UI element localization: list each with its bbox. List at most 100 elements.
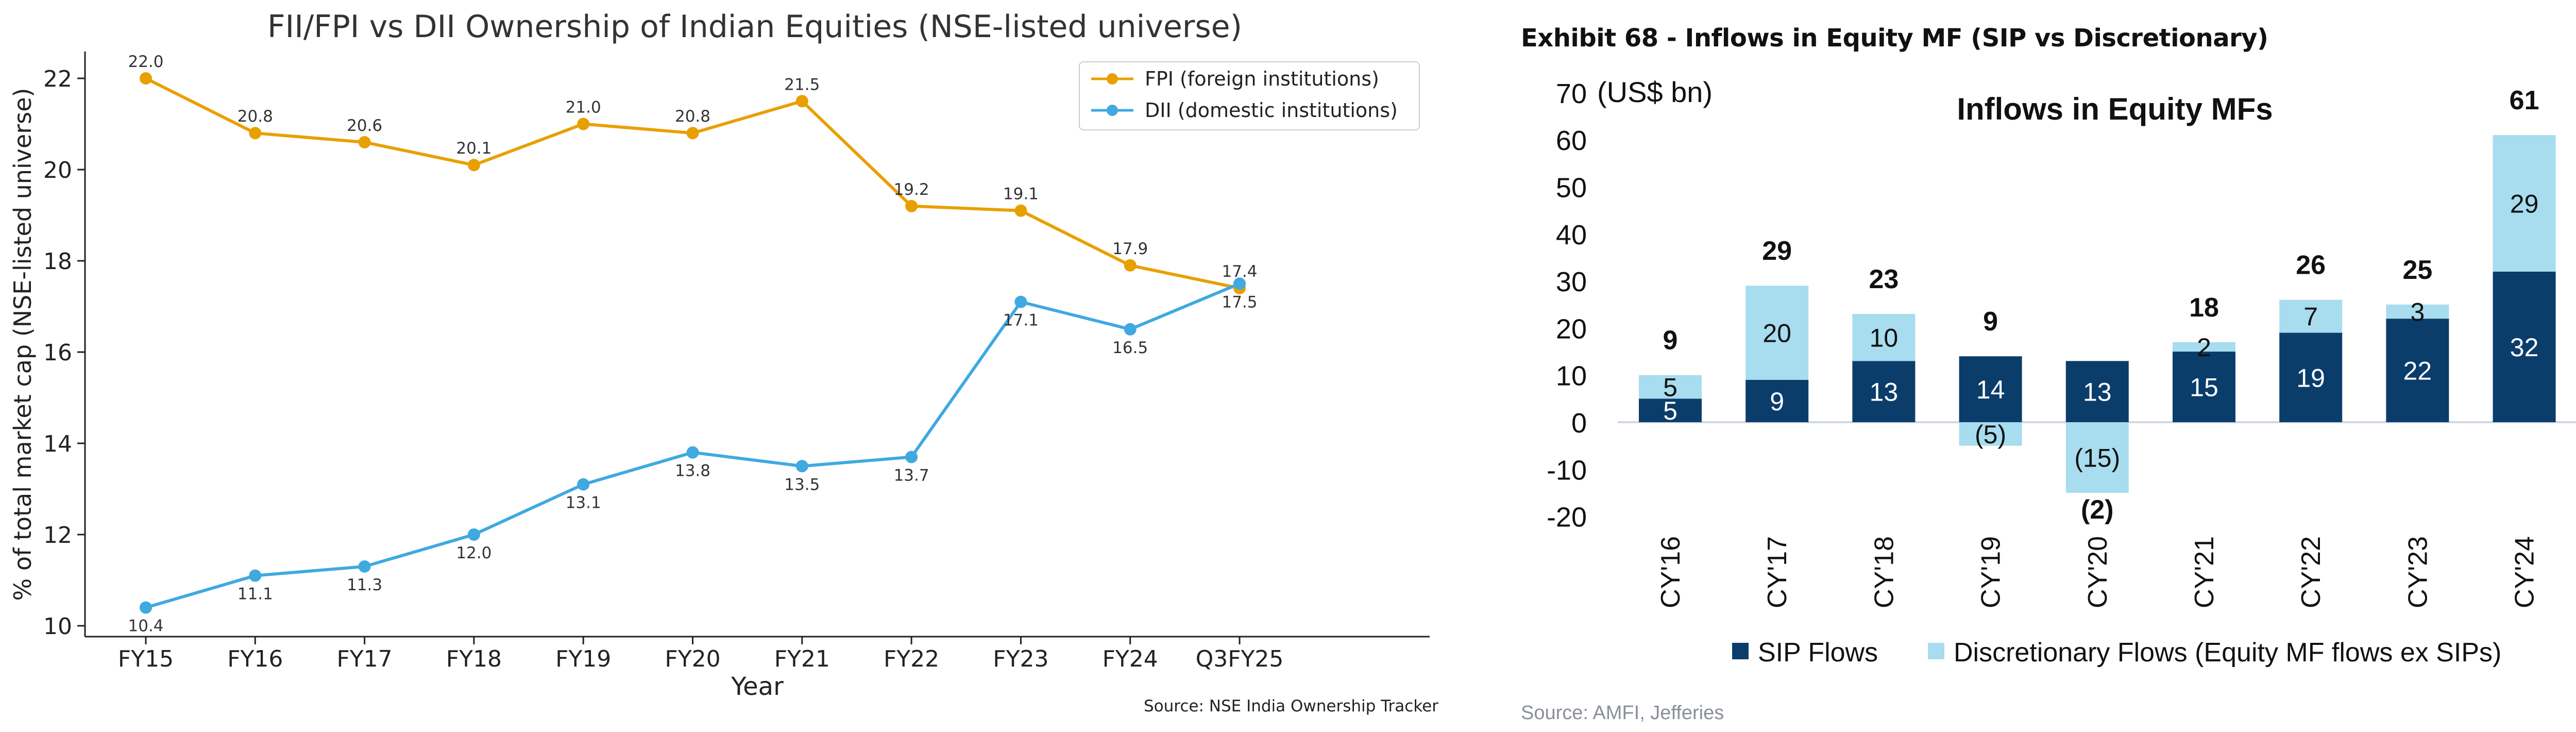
sip-value-label: 14 [1976,375,2005,404]
y-tick-label: -10 [1547,455,1587,486]
y-tick-label: 30 [1556,267,1587,297]
dii-point [358,560,371,573]
y-tick-label: 20 [1556,313,1587,344]
fpi-data-label: 19.2 [894,180,929,199]
legend-box [1079,61,1420,130]
dii-data-label: 17.1 [1003,311,1039,330]
total-value-label: 29 [1762,236,1792,266]
fpi-data-label: 20.6 [347,117,382,135]
sip-value-label: 32 [2510,333,2539,362]
unit-label: (US$ bn) [1597,76,1713,108]
dii-point [1233,277,1246,290]
x-category-label: CY'18 [1869,536,1899,608]
dii-data-label: 13.5 [784,475,820,494]
legend-sip-label: SIP Flows [1758,638,1878,668]
x-tick-label: FY21 [774,646,830,672]
discretionary-bar [1639,375,1702,399]
dii-data-label: 13.1 [566,494,601,512]
fpi-point [577,118,590,130]
dii-data-label: 11.1 [238,585,273,604]
dii-data-label: 16.5 [1112,339,1148,357]
discretionary-bar [1852,314,1916,361]
discretionary-value-label: 2 [2197,333,2211,362]
total-value-label: 9 [1663,326,1678,356]
x-tick-label: FY22 [884,646,939,672]
x-axis-label: Year [731,672,784,701]
equity-mf-inflows-bar-chart: Inflows in Equity MFs (US$ bn) 706050403… [1547,76,2576,668]
dii-point [249,569,262,582]
dii-point [140,601,152,614]
dii-point [467,528,480,541]
y-tick-label: 18 [43,248,72,275]
y-tick-label: 10 [1556,361,1587,392]
fpi-point [905,199,918,212]
x-category-label: CY'23 [2403,536,2433,608]
fpi-data-label: 22.0 [128,53,163,71]
total-value-label: 25 [2402,255,2432,285]
x-category-label: CY'21 [2190,536,2219,608]
y-axis-label: % of total market cap (NSE-listed univer… [9,88,37,601]
fpi-point [1124,259,1137,272]
sip-bar [1959,356,2022,422]
x-tick-label: FY23 [993,646,1048,672]
legend-dii-label: DII (domestic institutions) [1145,99,1398,122]
x-tick-label: FY24 [1103,646,1158,672]
left-source-note: Source: NSE India Ownership Tracker [1144,697,1439,716]
discretionary-bar [2493,135,2556,272]
dii-point [577,478,590,491]
y-tick-label: 14 [43,431,72,457]
sip-bar [1745,379,1809,422]
ownership-line-chart: FII/FPI vs DII Ownership of Indian Equit… [9,9,1430,701]
total-value-label: 23 [1869,264,1899,294]
total-value-label: 18 [2189,293,2219,323]
discretionary-bar [1959,422,2022,446]
sip-bar [2386,319,2449,422]
fpi-data-label: 17.9 [1112,240,1148,258]
discretionary-value-label: (15) [2074,443,2120,472]
sip-bar [2493,271,2556,422]
dii-data-label: 10.4 [128,617,163,636]
x-tick-label: FY19 [555,646,611,672]
dii-data-label: 17.5 [1222,293,1257,311]
x-category-label: CY'19 [1976,536,2006,608]
sip-value-label: 13 [1870,378,1899,407]
sip-value-label: 19 [2296,363,2325,392]
right-source-note: Source: AMFI, Jefferies [1521,702,1724,724]
bar-legend: SIP Flows Discretionary Flows (Equity MF… [1732,638,2501,668]
y-tick-label: 10 [43,613,72,640]
discretionary-bar [2279,300,2343,333]
y-tick-label: 16 [43,340,72,366]
legend-sip-swatch [1732,643,1749,659]
exhibit-title: Exhibit 68 - Inflows in Equity MF (SIP v… [1521,24,2268,53]
bar-chart-title: Inflows in Equity MFs [1957,92,2273,126]
discretionary-value-label: 20 [1762,319,1791,348]
discretionary-bar [2386,304,2449,319]
sip-value-label: 5 [1663,396,1677,425]
x-tick-label: FY17 [337,646,393,672]
y-tick-label: 22 [43,66,72,92]
sip-value-label: 22 [2403,357,2432,386]
discretionary-bar [2173,342,2235,352]
fpi-data-label: 20.8 [238,107,273,126]
dii-data-label: 11.3 [347,576,382,594]
y-tick-label: -20 [1547,502,1587,533]
sip-value-label: 9 [1770,387,1784,416]
total-value-label: 9 [1983,307,1998,337]
fpi-data-label: 19.1 [1003,185,1039,204]
dii-point [905,451,918,463]
total-value-label: 26 [2296,251,2326,280]
chart-title: FII/FPI vs DII Ownership of Indian Equit… [267,9,1242,45]
sip-bar [2279,332,2343,422]
y-tick-label: 20 [43,157,72,184]
fpi-data-label: 20.8 [675,107,710,126]
x-category-label: CY'16 [1656,536,1686,608]
x-tick-label: Q3FY25 [1196,646,1284,672]
y-tick-label: 12 [43,522,72,548]
dii-data-label: 12.0 [456,544,492,562]
fpi-point [795,95,808,108]
x-category-label: CY'17 [1762,536,1792,608]
fpi-point [686,127,699,140]
discretionary-value-label: 10 [1870,324,1899,353]
fpi-data-label: 20.1 [456,139,492,158]
